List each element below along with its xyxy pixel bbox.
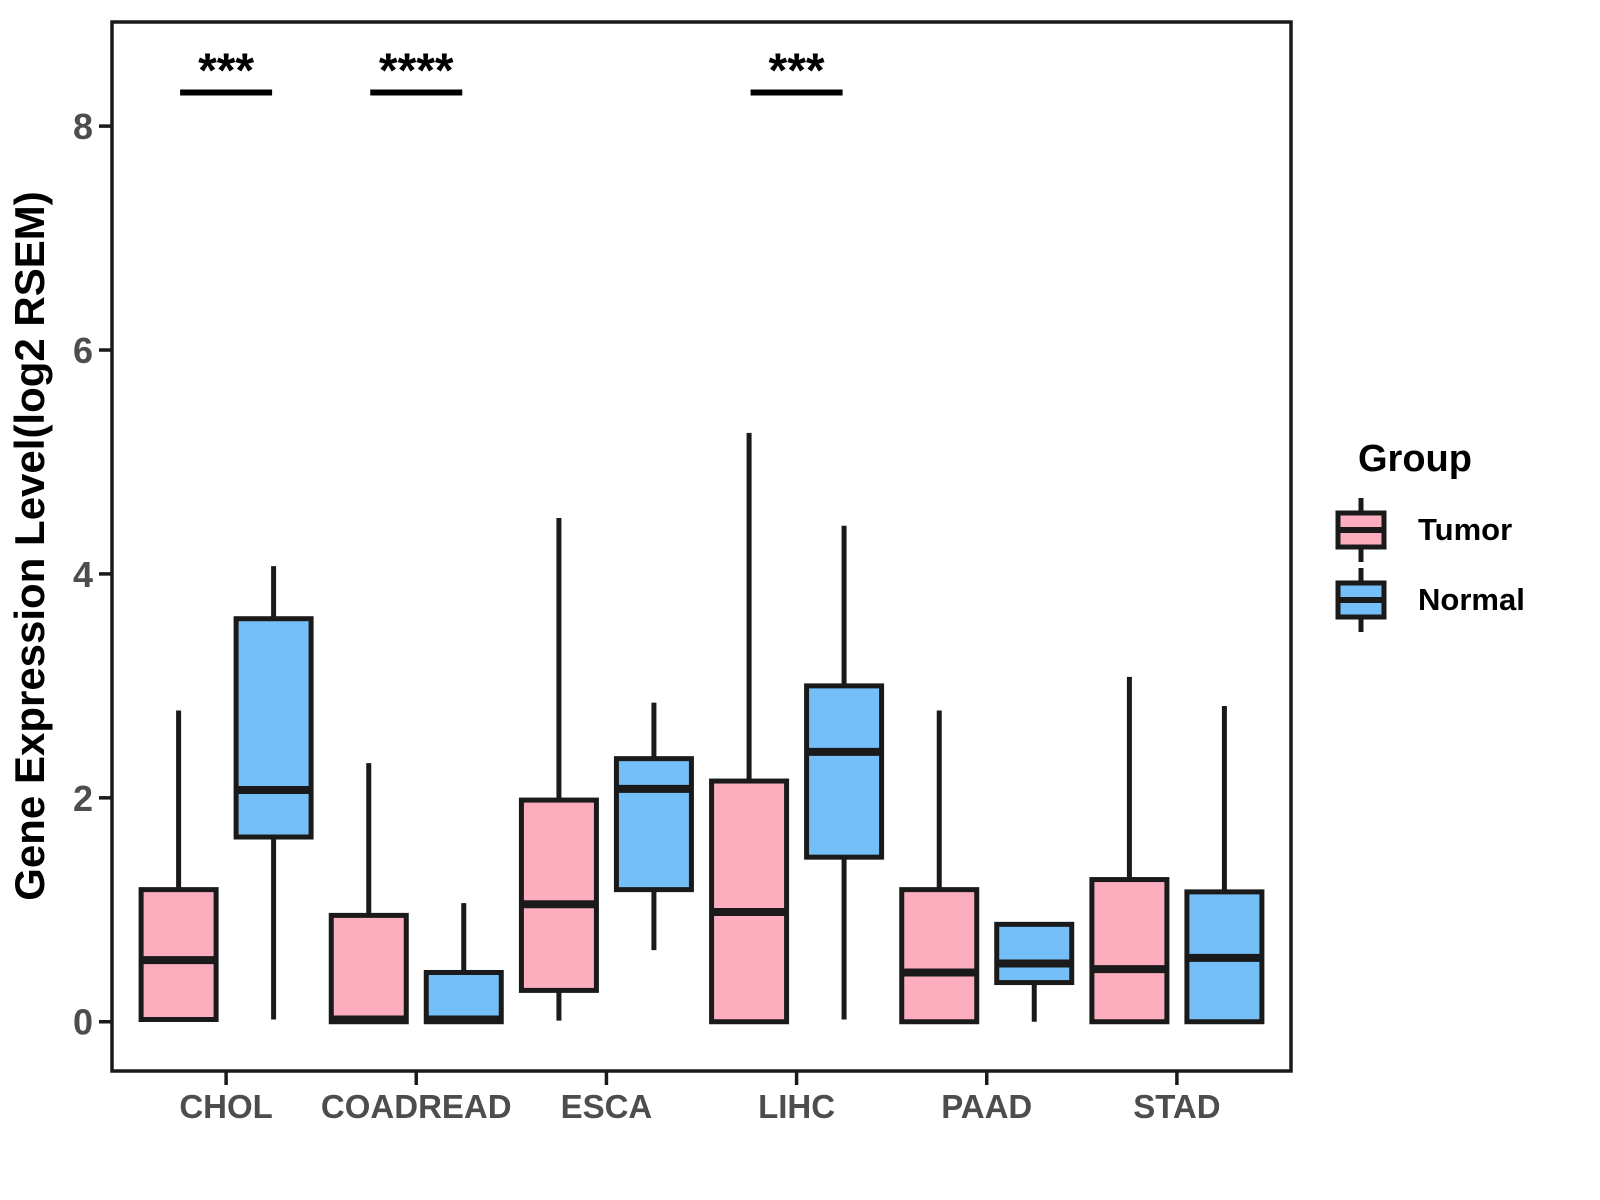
y-tick-label: 4 bbox=[73, 554, 93, 595]
legend-title: Group bbox=[1358, 438, 1472, 480]
x-label-paad: PAAD bbox=[941, 1088, 1032, 1125]
box-tumor-coadread bbox=[328, 912, 409, 1025]
box-normal-chol bbox=[233, 616, 314, 840]
legend-item-tumor: Tumor bbox=[1330, 495, 1525, 565]
legend: Group Tumor Normal bbox=[1330, 438, 1525, 635]
x-label-esca: ESCA bbox=[561, 1088, 653, 1125]
y-tick-label: 2 bbox=[73, 778, 93, 819]
x-label-stad: STAD bbox=[1133, 1088, 1220, 1125]
legend-label-normal: Normal bbox=[1418, 582, 1525, 617]
box-normal-coadread bbox=[423, 969, 504, 1025]
significance-stars-coadread: **** bbox=[379, 45, 454, 98]
significance-stars-chol: *** bbox=[198, 45, 254, 98]
box-tumor-paad bbox=[899, 887, 980, 1025]
y-tick-label: 6 bbox=[73, 330, 93, 371]
legend-items: Tumor Normal bbox=[1330, 495, 1525, 635]
x-label-lihc: LIHC bbox=[758, 1088, 835, 1125]
box-normal-lihc bbox=[804, 683, 885, 860]
box-tumor-stad bbox=[1089, 877, 1170, 1025]
box-normal-esca bbox=[613, 756, 694, 893]
legend-label-tumor: Tumor bbox=[1418, 512, 1513, 547]
y-tick-label: 0 bbox=[73, 1002, 93, 1043]
y-tick-label: 8 bbox=[73, 106, 93, 147]
legend-boxplot-glyph-tumor bbox=[1335, 498, 1387, 562]
box-tumor-esca bbox=[518, 797, 599, 993]
y-axis-title: Gene Expression Level(log2 RSEM) bbox=[6, 191, 53, 901]
x-label-chol: CHOL bbox=[179, 1088, 273, 1125]
box-normal-paad bbox=[994, 921, 1075, 986]
x-label-coadread: COADREAD bbox=[321, 1088, 512, 1125]
legend-boxplot-glyph-normal bbox=[1335, 568, 1387, 632]
box-tumor-chol bbox=[138, 887, 219, 1023]
legend-item-normal: Normal bbox=[1330, 565, 1525, 635]
significance-stars-lihc: *** bbox=[769, 45, 825, 98]
box-tumor-lihc bbox=[709, 778, 790, 1025]
